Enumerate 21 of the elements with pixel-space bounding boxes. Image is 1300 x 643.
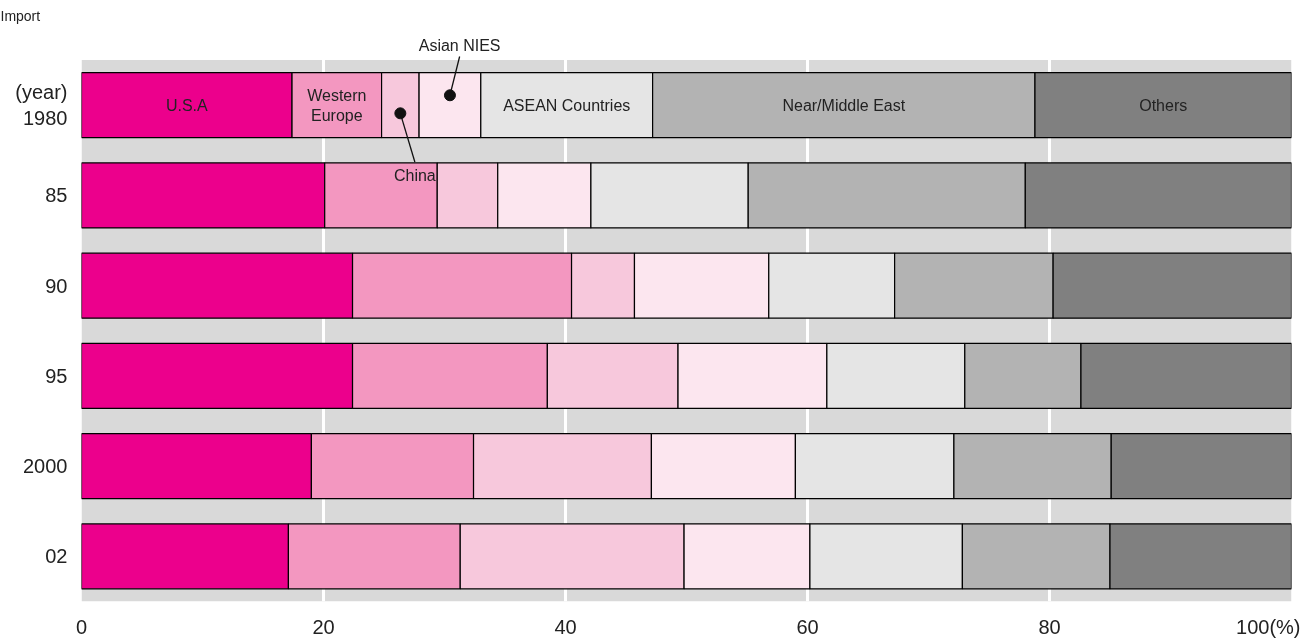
y-tick-label: 1980 xyxy=(23,107,68,130)
y-tick-label: 85 xyxy=(45,184,68,207)
y-tick-label: 2000 xyxy=(23,455,68,478)
y-axis-title: (year) xyxy=(15,81,68,103)
series-label: Near/Middle East xyxy=(782,96,906,114)
series-label: Asian NIES xyxy=(418,37,501,55)
series-label: Others xyxy=(1139,96,1188,114)
chart-title: Import xyxy=(0,7,41,24)
x-tick-label: 60 xyxy=(796,615,819,638)
series-label: ASEAN Countries xyxy=(503,96,631,114)
x-tick-label: 100(%) xyxy=(1236,615,1300,638)
series-label: China xyxy=(393,167,436,185)
y-tick-label: 95 xyxy=(45,364,68,387)
x-tick-label: 80 xyxy=(1038,615,1061,638)
x-tick-label: 20 xyxy=(312,615,335,638)
series-label: Western Europe xyxy=(307,86,367,124)
y-tick-label: 90 xyxy=(45,274,68,297)
x-tick-label: 40 xyxy=(554,615,577,638)
series-label: U.S.A xyxy=(165,96,208,114)
y-tick-label: 02 xyxy=(45,545,68,568)
x-tick-label: 0 xyxy=(75,615,88,638)
